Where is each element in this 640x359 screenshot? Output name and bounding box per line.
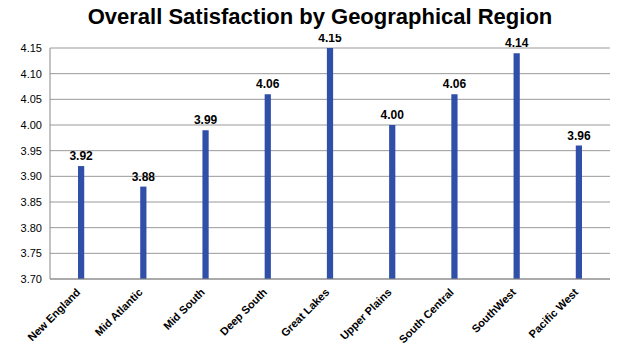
svg-text:Upper Plains: Upper Plains <box>338 286 394 342</box>
svg-text:4.00: 4.00 <box>21 119 42 131</box>
svg-text:4.10: 4.10 <box>21 68 42 80</box>
svg-text:3.96: 3.96 <box>567 129 591 143</box>
svg-text:4.00: 4.00 <box>381 108 405 122</box>
svg-text:3.92: 3.92 <box>69 149 93 163</box>
svg-text:3.85: 3.85 <box>21 196 42 208</box>
svg-text:3.75: 3.75 <box>21 247 42 259</box>
svg-text:3.88: 3.88 <box>132 170 156 184</box>
svg-text:Pacific West: Pacific West <box>526 286 580 340</box>
svg-text:4.06: 4.06 <box>256 77 280 91</box>
svg-text:3.70: 3.70 <box>21 273 42 285</box>
svg-text:4.14: 4.14 <box>505 36 529 50</box>
svg-text:4.15: 4.15 <box>21 42 42 54</box>
svg-text:4.15: 4.15 <box>318 34 342 45</box>
svg-text:New England: New England <box>25 286 82 343</box>
svg-text:4.05: 4.05 <box>21 93 42 105</box>
svg-text:SouthWest: SouthWest <box>469 286 518 335</box>
svg-text:4.06: 4.06 <box>443 77 467 91</box>
svg-text:3.99: 3.99 <box>194 113 218 127</box>
html-text:Overall Satisfaction by Geogra: Overall Satisfaction by Geographical Reg… <box>87 4 553 29</box>
svg-text:3.80: 3.80 <box>21 222 42 234</box>
svg-text:Mid South: Mid South <box>161 286 207 332</box>
svg-text:3.95: 3.95 <box>21 145 42 157</box>
svg-text:Great Lakes: Great Lakes <box>278 286 331 339</box>
svg-text:Deep South: Deep South <box>217 286 269 338</box>
svg-text:South Central: South Central <box>396 286 455 345</box>
svg-text:Mid Atlantic: Mid Atlantic <box>92 286 144 338</box>
svg-text:3.90: 3.90 <box>21 170 42 182</box>
